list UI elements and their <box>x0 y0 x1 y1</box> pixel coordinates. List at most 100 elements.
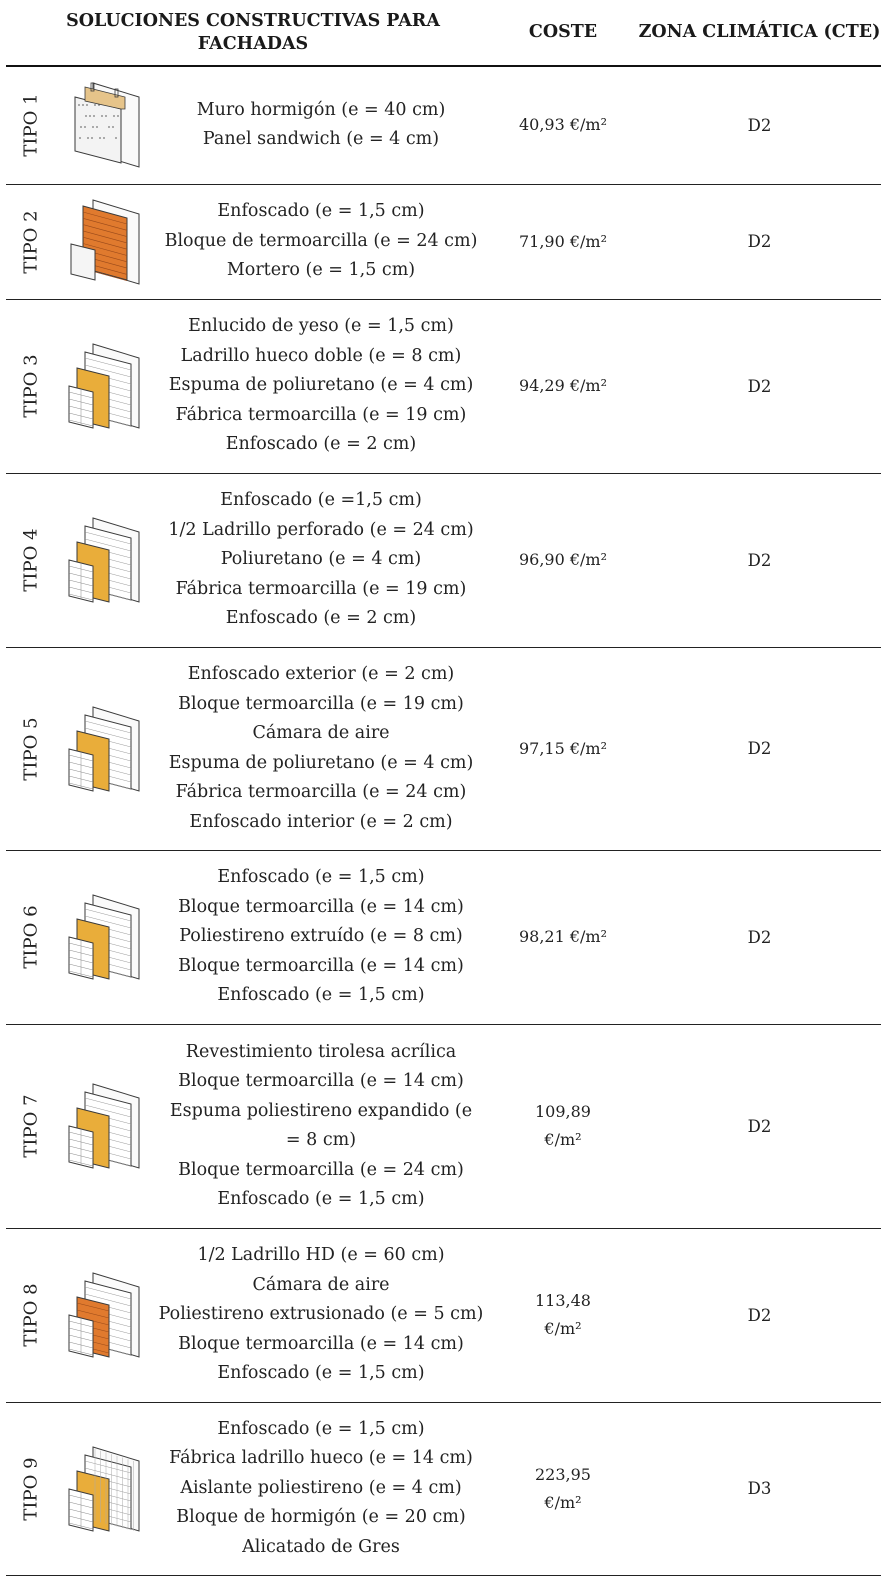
cost-text: 97,15 €/m² <box>518 738 608 758</box>
layer-text: Enfoscado (e = 1,5 cm) <box>217 867 425 888</box>
cost-cell: 97,15 €/m² <box>488 647 638 850</box>
cost-text: 98,21 €/m² <box>518 927 608 946</box>
cost-cell: 94,29 €/m² <box>488 299 638 473</box>
layer-text: Bloque termoarcilla (e = 19 cm) <box>178 693 464 714</box>
cost-text: 40,93 €/m² <box>518 115 608 135</box>
cost-text: 96,90 €/m² <box>518 550 608 569</box>
tipo-cell: TIPO 6 <box>6 850 56 1024</box>
table-row: TIPO 7 Revestimiento tirolesa acrílica Blo… <box>6 1024 881 1228</box>
table-row: TIPO 9 Enfoscado (e = 1,5 cm) Fábrica ladr… <box>6 1402 881 1575</box>
climate-zone-cell: D2 <box>747 739 772 758</box>
layer-text: Fábrica termoarcilla (e = 19 cm) <box>175 578 467 599</box>
tipo-label: TIPO 8 <box>20 1283 42 1347</box>
cost-cell: 113,48 €/m² <box>488 1228 638 1402</box>
header-cost: COSTE <box>488 0 638 67</box>
cavity-block-wall-icon <box>56 647 154 850</box>
header-solutions: SOLUCIONES CONSTRUCTIVAS PARA FACHADAS <box>6 0 488 67</box>
insulated-block-wall-icon <box>56 299 154 473</box>
layer-text: Poliestireno extrusionado (e = 5 cm) <box>158 1304 484 1325</box>
tipo-cell: TIPO 9 <box>6 1402 56 1575</box>
layer-text: 1/2 Ladrillo HD (e = 60 cm) <box>197 1245 445 1266</box>
layer-text: Enfoscado (e = 2 cm) <box>225 608 417 629</box>
tipo-label: TIPO 2 <box>20 209 42 274</box>
layer-text: Poliuretano (e = 4 cm) <box>220 549 422 570</box>
layers-cell: Enfoscado (e = 1,5 cm) Bloque termoarcill… <box>154 850 488 1024</box>
tipo-label: TIPO 7 <box>20 1094 42 1158</box>
tipo-label: TIPO 6 <box>20 905 42 969</box>
layer-text: Aislante poliestireno (e = 4 cm) <box>180 1477 462 1498</box>
cost-text: 109,89 <box>535 1102 591 1121</box>
climate-zone-cell: D2 <box>747 1116 772 1136</box>
climate-zone-cell: D2 <box>747 232 772 251</box>
layer-text: Bloque termoarcilla (e = 14 cm) <box>178 1333 464 1354</box>
tiled-block-wall-icon <box>56 1402 154 1575</box>
cost-text: €/m² <box>544 1492 582 1512</box>
tipo-label: TIPO 5 <box>20 716 42 781</box>
layer-text: Bloque termoarcilla (e = 14 cm) <box>178 896 464 917</box>
table-row: TIPO 5 Enfoscado exterior (e = 2 cm) Bloqu… <box>6 647 881 850</box>
layers-cell: Enfoscado (e =1,5 cm) 1/2 Ladrillo perfor… <box>154 473 488 647</box>
table-row: TIPO 1 Muro hormigón (e = 40 cm) Panel san… <box>6 66 881 184</box>
layer-text: Poliestireno extruído (e = 8 cm) <box>179 926 463 947</box>
cost-text: 113,48 <box>535 1291 591 1310</box>
cost-cell: 98,21 €/m² <box>488 850 638 1024</box>
brick-cavity-wall-icon <box>56 1228 154 1402</box>
table-row: TIPO 2 Enfoscado (e = 1,5 cm) Bloque de te… <box>6 184 881 299</box>
cost-cell: 96,90 €/m² <box>488 473 638 647</box>
tipo-label: TIPO 1 <box>20 93 42 157</box>
layer-text: Enfoscado (e = 1,5 cm) <box>217 985 425 1006</box>
layers-cell: Muro hormigón (e = 40 cm) Panel sandwich … <box>154 66 488 184</box>
climate-zone-cell: D2 <box>747 115 772 135</box>
header-row: SOLUCIONES CONSTRUCTIVAS PARA FACHADAS C… <box>6 0 881 67</box>
layer-text: Bloque de hormigón (e = 20 cm) <box>176 1507 466 1528</box>
layer-text: Enfoscado exterior (e = 2 cm) <box>187 664 455 684</box>
table-row: TIPO 8 1/2 Ladrillo HD (e = 60 cm) Cámara … <box>6 1228 881 1402</box>
cost-text: €/m² <box>544 1130 582 1149</box>
insulated-block-wall-icon <box>56 1024 154 1228</box>
layer-text: Enfoscado (e = 1,5 cm) <box>217 1418 425 1439</box>
layer-text: Espuma de poliuretano (e = 4 cm) <box>168 752 474 773</box>
layer-text: Muro hormigón (e = 40 cm) <box>196 99 446 120</box>
tipo-cell: TIPO 3 <box>6 299 56 473</box>
cost-text: 71,90 €/m² <box>518 231 608 251</box>
climate-zone-cell: D2 <box>747 927 772 947</box>
layers-cell: Enfoscado exterior (e = 2 cm) Bloque term… <box>154 647 488 850</box>
climate-zone-cell: D2 <box>747 1305 772 1325</box>
tipo-label: TIPO 4 <box>20 528 42 592</box>
layer-text: Revestimiento tirolesa acrílica <box>185 1041 457 1062</box>
layer-text: Fábrica termoarcilla (e = 19 cm) <box>175 404 467 425</box>
layer-text: Cámara de aire <box>252 723 390 743</box>
layers-cell: Enfoscado (e = 1,5 cm) Fábrica ladrillo h… <box>154 1402 488 1575</box>
table-row: TIPO 6 Enfoscado (e = 1,5 cm) Bloque termo… <box>6 850 881 1024</box>
layer-text: Ladrillo hueco doble (e = 8 cm) <box>180 345 462 366</box>
layers-cell: Enfoscado (e = 1,5 cm) Bloque de termoarc… <box>154 184 488 299</box>
layer-text: Espuma poliestireno expandido (e <box>169 1100 473 1121</box>
layer-text: Espuma de poliuretano (e = 4 cm) <box>168 375 474 396</box>
cost-cell: 40,93 €/m² <box>488 66 638 184</box>
tipo-cell: TIPO 7 <box>6 1024 56 1228</box>
layer-text: Mortero (e = 1,5 cm) <box>226 260 416 281</box>
layer-text: Fábrica ladrillo hueco (e = 14 cm) <box>169 1448 473 1469</box>
layer-text: Bloque de termoarcilla (e = 24 cm) <box>164 230 478 251</box>
table-row: TIPO 4 Enfoscado (e =1,5 cm) 1/2 Ladrillo … <box>6 473 881 647</box>
cost-cell: 223,95 €/m² <box>488 1402 638 1575</box>
cost-text: €/m² <box>544 1319 582 1338</box>
layer-text: Bloque termoarcilla (e = 24 cm) <box>178 1159 464 1180</box>
brick-block-wall-icon <box>56 184 154 299</box>
tipo-label: TIPO 9 <box>20 1456 42 1521</box>
header-climate-zone: ZONA CLIMÁTICA (CTE) <box>638 0 881 67</box>
cost-cell: 109,89 €/m² <box>488 1024 638 1228</box>
tipo-cell: TIPO 4 <box>6 473 56 647</box>
tipo-cell: TIPO 2 <box>6 184 56 299</box>
layers-cell: 1/2 Ladrillo HD (e = 60 cm) Cámara de air… <box>154 1228 488 1402</box>
climate-zone-cell: D2 <box>747 550 772 570</box>
insulated-block-wall-icon <box>56 850 154 1024</box>
tipo-cell: TIPO 5 <box>6 647 56 850</box>
table-row: TIPO 3 Enlucido de yeso (e = 1,5 cm) Ladri… <box>6 299 881 473</box>
cost-text: 223,95 <box>535 1464 591 1484</box>
layer-text: Enfoscado (e = 1,5 cm) <box>217 1189 425 1209</box>
layer-text: 1/2 Ladrillo perforado (e = 24 cm) <box>168 519 474 540</box>
concrete-wall-sandwich-panel-icon <box>56 66 154 184</box>
tipo-label: TIPO 3 <box>20 354 42 418</box>
layer-text: Enfoscado (e = 1,5 cm) <box>217 1363 425 1384</box>
